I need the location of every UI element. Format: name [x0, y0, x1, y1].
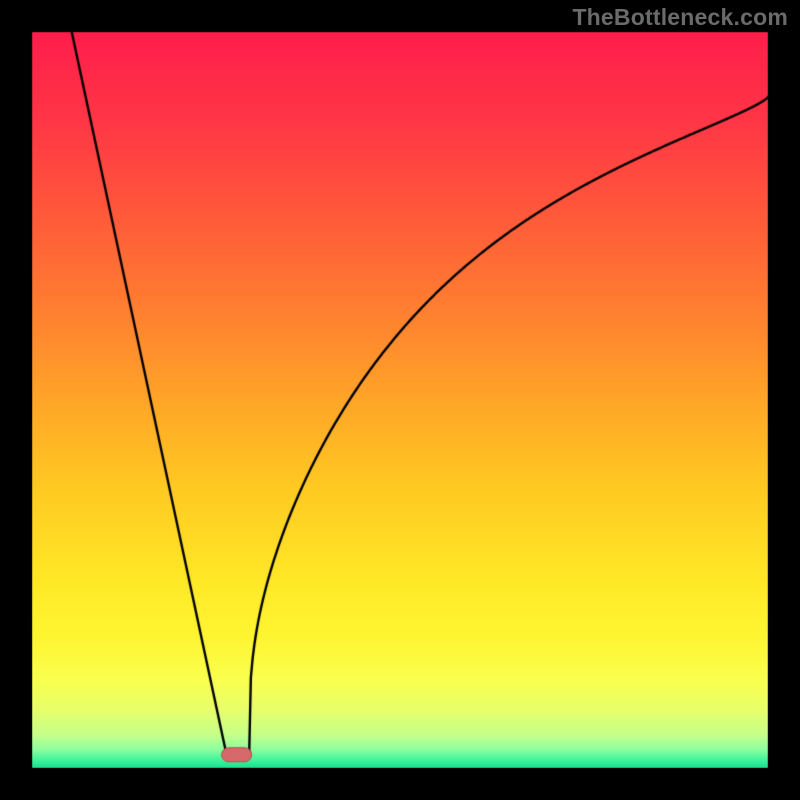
border-and-marker-layer	[0, 0, 800, 800]
watermark-text: TheBottleneck.com	[572, 4, 788, 31]
chart-container: TheBottleneck.com	[0, 0, 800, 800]
